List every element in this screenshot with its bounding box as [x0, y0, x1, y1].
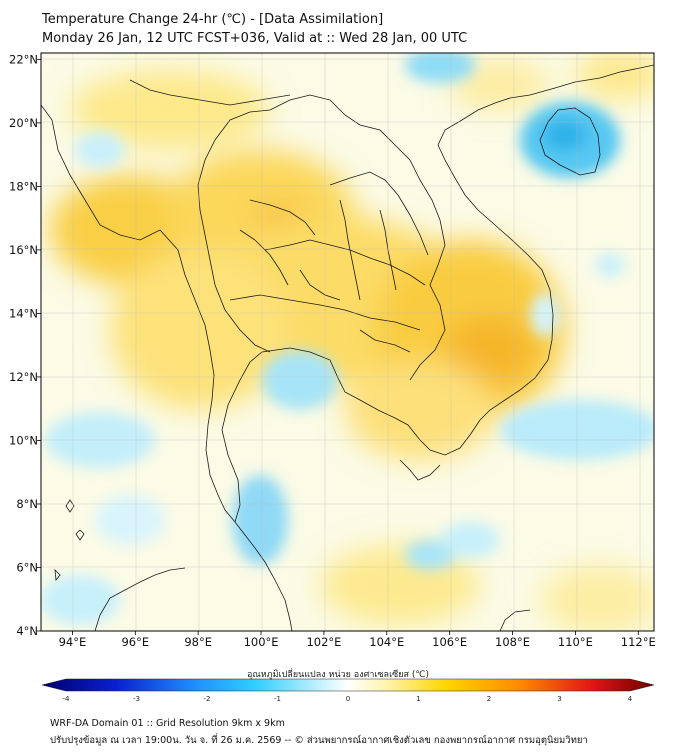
temperature-field — [41, 53, 654, 631]
lon-label: 96°E — [121, 635, 149, 649]
colorbar-ticks: -4 -3 -2 -1 0 1 2 3 4 — [63, 695, 633, 703]
warm-anomaly-areas — [50, 53, 654, 631]
lat-label: 10°N — [9, 433, 38, 447]
colorbar-tick-label: 2 — [487, 695, 491, 703]
colorbar-tick-label: 4 — [628, 695, 633, 703]
lon-label: 112°E — [621, 635, 656, 649]
coastlines-and-borders — [41, 64, 654, 631]
lat-label: 18°N — [9, 179, 38, 193]
colorbar-tick-label: 3 — [557, 695, 561, 703]
colorbar: -4 -3 -2 -1 0 1 2 3 4 — [41, 678, 655, 703]
forecast-valid-time: Monday 26 Jan, 12 UTC FCST+036, Valid at… — [42, 31, 468, 46]
credit-line: ปรับปรุงข้อมูล ณ เวลา 19:00น. วัน จ. ที่… — [50, 735, 588, 746]
lon-label: 100°E — [244, 635, 279, 649]
colorbar-scale — [41, 678, 655, 692]
lat-label: 4°N — [16, 624, 38, 638]
map-title: Temperature Change 24-hr (℃) - [Data Ass… — [42, 12, 384, 27]
lat-label: 16°N — [9, 243, 38, 257]
colorbar-tick-label: -2 — [204, 695, 211, 703]
colorbar-tick-label: 1 — [416, 695, 420, 703]
lon-label: 102°E — [306, 635, 341, 649]
lat-label: 22°N — [9, 52, 38, 66]
lat-label: 12°N — [9, 370, 38, 384]
lon-label: 108°E — [495, 635, 530, 649]
lon-label: 106°E — [432, 635, 467, 649]
colorbar-tick-label: -3 — [133, 695, 140, 703]
lon-label: 98°E — [184, 635, 212, 649]
colorbar-tick-label: -1 — [274, 695, 281, 703]
colorbar-label: อุณหภูมิเปลี่ยนแปลง หน่วย องศาเซลเซียส (… — [246, 670, 430, 680]
colorbar-tick-label: 0 — [346, 695, 350, 703]
lat-label: 6°N — [16, 560, 38, 574]
model-info: WRF-DA Domain 01 :: Grid Resolution 9km … — [50, 718, 285, 729]
lon-label: 110°E — [558, 635, 593, 649]
map-frame — [40, 52, 655, 632]
lat-label: 8°N — [16, 497, 38, 511]
graticule — [41, 53, 654, 631]
lon-label: 104°E — [369, 635, 404, 649]
lat-label: 14°N — [9, 306, 38, 320]
longitude-axis: 94°E 96°E 98°E 100°E 102°E 104°E 106°E 108°E 110… — [59, 631, 656, 649]
lat-label: 20°N — [9, 116, 38, 130]
colorbar-tick-label: -4 — [63, 695, 71, 703]
lon-label: 94°E — [59, 635, 87, 649]
latitude-axis: 22°N 20°N 18°N 16°N 14°N 12°N 10°N 8°N 6°N 4°N — [9, 52, 41, 638]
